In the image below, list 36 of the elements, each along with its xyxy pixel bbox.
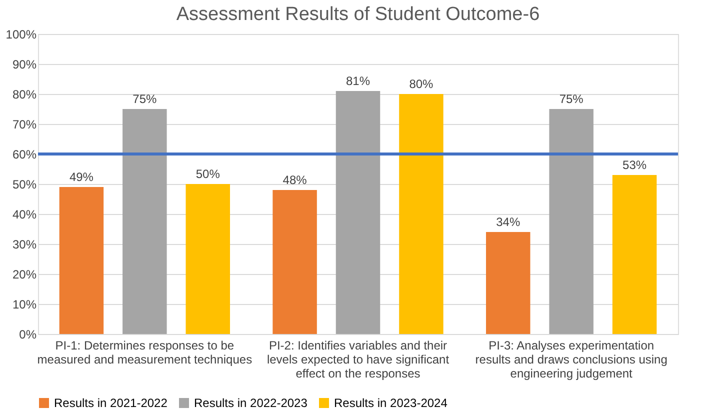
x-tick-label: PI-3: Analyses experimentation results and draws conclusions using engineering judgement: [475, 338, 668, 380]
data-label: 75%: [559, 92, 584, 106]
y-tick-label: 0%: [19, 328, 37, 342]
legend-label: Results in 2023-2024: [334, 396, 448, 410]
legend-label: Results in 2021-2022: [54, 396, 168, 410]
legend-label: Results in 2022-2023: [194, 396, 308, 410]
data-label: 49%: [69, 170, 94, 184]
data-label: 50%: [196, 167, 220, 181]
y-tick-label: 20%: [12, 268, 37, 282]
y-tick-label: 80%: [12, 88, 37, 102]
data-label: 34%: [496, 215, 520, 229]
bar: [272, 190, 317, 334]
bar: [612, 175, 657, 334]
data-label: 48%: [282, 173, 308, 187]
y-tick-label: 40%: [12, 208, 37, 222]
y-tick-label: 70%: [12, 118, 37, 132]
y-tick-label: 90%: [12, 58, 37, 72]
y-tick-label: 10%: [12, 298, 37, 312]
bar: [486, 232, 530, 334]
data-label: 80%: [409, 77, 434, 91]
data-label: 75%: [132, 92, 157, 106]
bar: [399, 94, 444, 334]
data-label: 53%: [622, 158, 647, 172]
y-tick-label: 100%: [6, 28, 37, 42]
y-tick-label: 30%: [12, 238, 37, 252]
y-tick-label: 60%: [12, 148, 37, 162]
bar: [186, 184, 230, 334]
x-tick-label: PI-2: Identifies variables and their levels expected to have significant effect on the responses: [266, 338, 450, 380]
bar: [122, 109, 167, 334]
chart-title: Assessment Results of Student Outcome-6: [176, 4, 540, 25]
bar: [336, 91, 380, 334]
data-label: 81%: [346, 74, 370, 88]
bar: [59, 187, 104, 334]
y-tick-label: 50%: [12, 178, 37, 192]
x-tick-label: PI-1: Determines responses to be measured and measurement techniques: [37, 338, 252, 366]
bar: [549, 109, 594, 334]
